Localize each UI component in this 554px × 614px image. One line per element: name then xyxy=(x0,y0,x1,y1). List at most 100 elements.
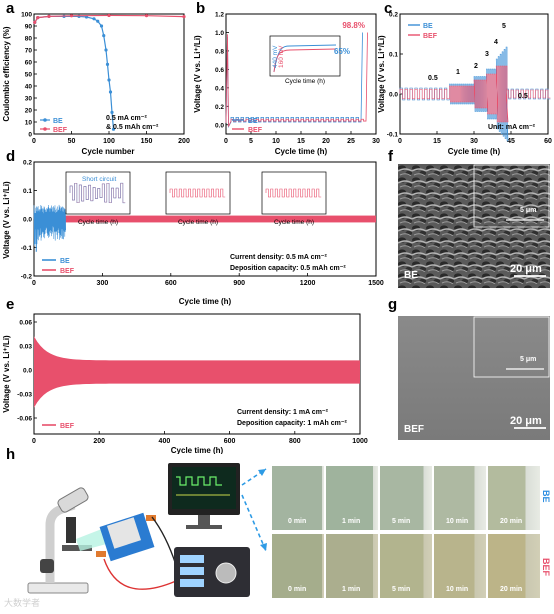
y-tick-label: 40 xyxy=(25,84,33,91)
data-point-BE xyxy=(110,111,113,114)
optical-time-label: 10 min xyxy=(446,586,468,593)
panel-c-legend-be: BE xyxy=(423,23,433,30)
x-tick-label: 300 xyxy=(97,280,109,287)
x-tick-label: 600 xyxy=(165,280,177,287)
x-tick-label: 0 xyxy=(32,280,36,287)
panel-c-rate-3: 3 xyxy=(485,51,489,58)
y-tick-label: 0.2 xyxy=(389,12,398,19)
y-tick-label: 10 xyxy=(25,120,33,127)
x-tick-label: 10 xyxy=(272,138,280,145)
panel-e-chart: 0 200 400 600 800 1000 -0.06 -0.03 0.0 0.03 0.06 C… xyxy=(0,304,384,454)
optical-time-label: 5 min xyxy=(392,518,410,525)
panel-d-inset2-xlabel: Cycle time (h) xyxy=(178,219,218,226)
panel-d-ylabel: Voltage (V vs. Li⁺/Li) xyxy=(2,181,11,259)
y-tick-label: 0.2 xyxy=(23,160,32,167)
x-tick-label: 0 xyxy=(32,138,36,145)
optical-image-be-2: 5 min xyxy=(380,466,432,530)
panel-b-chart: 0 5 10 15 20 25 300.00.20.40.60.81.01.2 160 mV… xyxy=(190,8,384,156)
panel-h-row-label-bef: BEF xyxy=(541,558,551,576)
x-tick-label: 400 xyxy=(159,438,171,445)
panel-e-legend-bef: BEF xyxy=(60,423,75,430)
y-tick-label: -0.03 xyxy=(17,392,32,399)
x-tick-label: 15 xyxy=(433,138,441,145)
y-tick-label: 0.0 xyxy=(23,217,32,224)
panel-c-rate-6: 0.5 xyxy=(518,93,528,100)
y-tick-label: 0.4 xyxy=(215,85,224,92)
y-tick-label: -0.06 xyxy=(17,416,32,423)
panel-a-ylabel: Coulombic efficiency (%) xyxy=(2,26,11,121)
y-tick-label: 0.03 xyxy=(19,344,32,351)
panel-e-ylabel: Voltage (V vs. Li⁺/Li) xyxy=(2,335,11,413)
data-point-BEF xyxy=(47,15,50,18)
data-point-BEF xyxy=(70,14,73,17)
panel-e-legend: BEF xyxy=(42,423,75,430)
data-point-BE xyxy=(106,63,109,66)
panel-e-text1: Current density: 1 mA cm⁻² xyxy=(237,409,329,416)
x-tick-label: 900 xyxy=(233,280,245,287)
panel-b-ylabel: Voltage (V vs. Li⁺/Li) xyxy=(193,35,202,113)
panel-b-inset-440: 440 mV xyxy=(272,45,279,68)
sem-bef-tag: BEF xyxy=(404,424,424,435)
optical-time-label: 0 min xyxy=(288,586,306,593)
sem-image-be: 5 μm 20 μm BE xyxy=(398,164,550,288)
data-point-BE xyxy=(107,78,110,81)
x-tick-label: 1000 xyxy=(352,438,368,445)
data-point-BE xyxy=(102,34,105,37)
x-tick-label: 50 xyxy=(68,138,76,145)
panel-c-ylabel: Voltage (V vs. Li⁺/Li) xyxy=(378,35,386,113)
y-tick-label: 0 xyxy=(28,132,32,139)
panel-c-legend: BE BEF xyxy=(408,23,438,40)
y-tick-label: -0.1 xyxy=(21,245,33,252)
panel-b-xlabel: Cycle time (h) xyxy=(275,147,328,156)
y-tick-label: 90 xyxy=(25,24,33,31)
x-tick-label: 100 xyxy=(103,138,115,145)
electrolytic-cell xyxy=(96,513,156,561)
panel-c-chart: 0 15 30 45 60-0.10.00.10.2 0.5 1 2 3 4 5 0.5… xyxy=(378,8,554,156)
data-point-BE xyxy=(100,24,103,27)
y-tick-label: 0.1 xyxy=(389,52,398,59)
voltage-trace xyxy=(400,66,550,122)
optical-time-label: 10 min xyxy=(446,518,468,525)
black-wire xyxy=(152,517,176,565)
data-point-BEF xyxy=(36,16,39,19)
panel-h-row-label-be: BE xyxy=(541,490,551,503)
y-tick-label: 0.0 xyxy=(23,368,32,375)
panel-b-legend-bef: BEF xyxy=(248,127,263,134)
y-tick-label: 70 xyxy=(25,48,33,55)
x-tick-label: 5 xyxy=(249,138,253,145)
x-tick-label: 800 xyxy=(289,438,301,445)
potentiostat-illustration xyxy=(174,547,250,597)
optical-image-be-4: 20 min xyxy=(488,466,540,530)
y-tick-label: 0.1 xyxy=(23,188,32,195)
y-tick-label: -0.1 xyxy=(387,132,399,139)
x-tick-label: 45 xyxy=(507,138,515,145)
data-point-BEF xyxy=(145,14,148,17)
panel-b-annot-bef: 98.8% xyxy=(342,21,365,30)
panel-a-legend: BE BEF xyxy=(40,118,68,134)
panel-e-text2: Deposition capacity: 1 mAh cm⁻² xyxy=(237,420,348,427)
panel-c-rate-4: 4 xyxy=(494,39,498,46)
panel-c-frame xyxy=(400,14,548,134)
panel-a-condition-1: 0.5 mA cm⁻² xyxy=(106,115,147,122)
panel-b-inset-160: 160 mV xyxy=(278,45,285,68)
watermark: 大数学者 xyxy=(4,596,40,609)
panel-d-short-circuit: Short circuit xyxy=(82,176,117,183)
y-tick-label: 50 xyxy=(25,72,33,79)
panel-a-chart: 0 50 100 150 200 0 10 20 30 40 50 60 70 80 90 100 Cycle… xyxy=(0,8,192,156)
sem-image-bef: 5 μm 20 μm BEF xyxy=(398,316,550,440)
x-tick-label: 1500 xyxy=(368,280,384,287)
panel-d-chart: 0 300 600 900 1200 1500-0.2-0.10.00.10.2 Shor… xyxy=(0,156,384,306)
panel-d-legend: BE BEF xyxy=(42,258,75,275)
be-trace xyxy=(34,205,66,252)
red-wire xyxy=(104,559,176,589)
panel-a-legend-bef: BEF xyxy=(53,127,68,134)
optical-image-be-1: 1 min xyxy=(326,466,378,530)
x-tick-label: 0 xyxy=(398,138,402,145)
legend-marker-be xyxy=(43,118,47,122)
y-tick-label: 80 xyxy=(25,36,33,43)
y-tick-label: 0.06 xyxy=(19,320,32,327)
y-tick-label: 0.2 xyxy=(215,104,224,111)
y-tick-label: 1.2 xyxy=(215,12,224,19)
data-point-BEF xyxy=(107,14,110,17)
legend-marker-bef xyxy=(43,127,47,131)
